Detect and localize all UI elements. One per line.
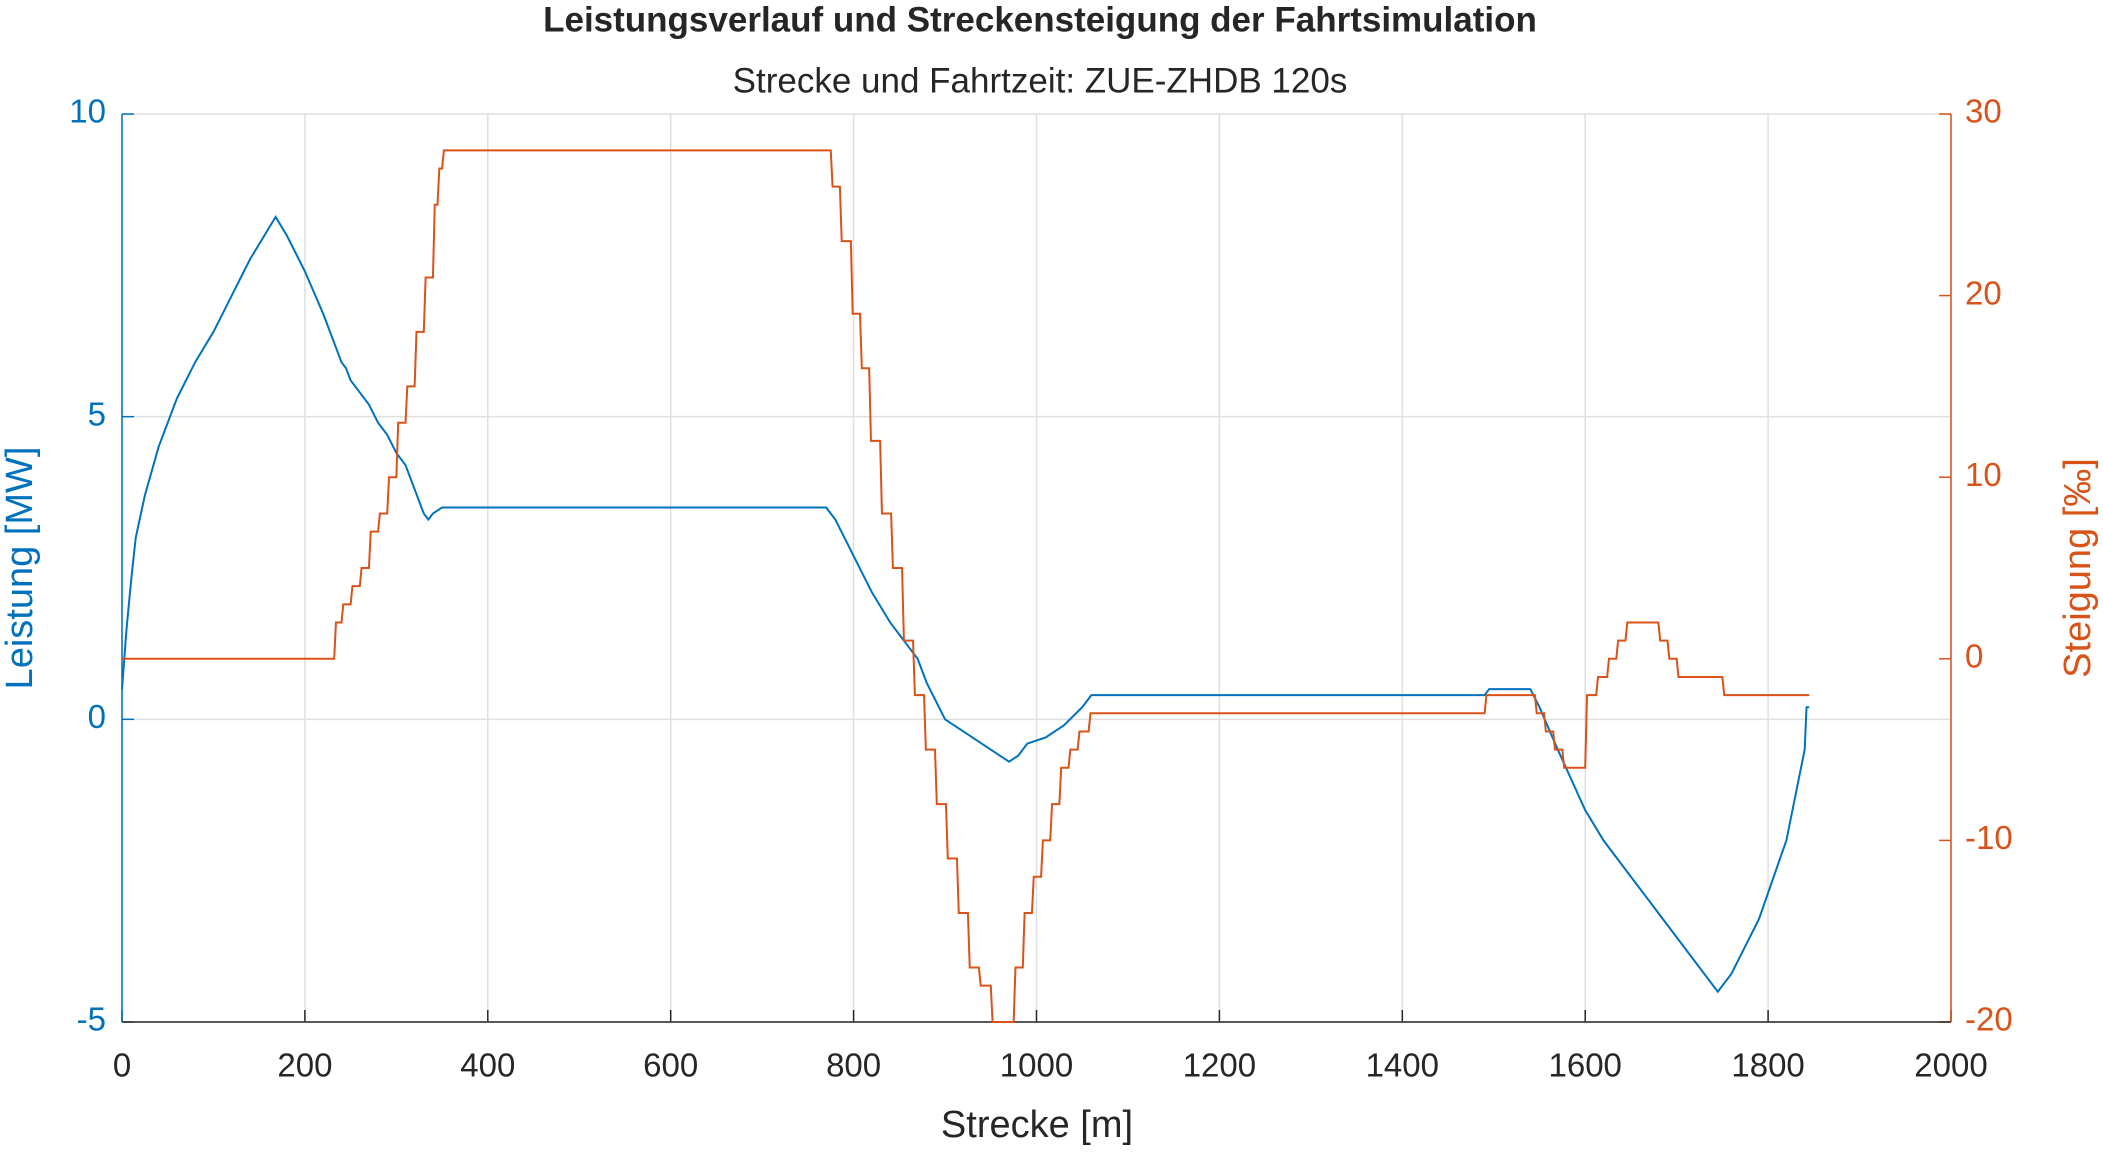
y-axis-label: Leistung [MW] [0, 447, 41, 690]
x-axis-label: Strecke [m] [941, 1104, 1133, 1146]
y2-tick-label: 20 [1965, 274, 2002, 311]
x-tick-label: 1000 [1000, 1047, 1073, 1084]
y2-tick-label: 0 [1965, 638, 1983, 675]
data-line [122, 149, 1810, 1023]
y-tick-label: 5 [88, 395, 106, 432]
x-tick-label: 1200 [1183, 1047, 1256, 1084]
chart-title: Leistungsverlauf und Streckensteigung de… [543, 0, 1537, 39]
y2-tick-label: 30 [1965, 93, 2002, 130]
y-tick-label: -5 [77, 1001, 106, 1038]
y-tick-label: 10 [69, 93, 106, 130]
y2-tick-label: -10 [1965, 819, 2013, 856]
x-tick-label: 0 [113, 1047, 131, 1084]
y2-axis-label: Steigung [‰] [2057, 458, 2099, 678]
chart-subtitle: Strecke und Fahrtzeit: ZUE-ZHDB 120s [733, 61, 1348, 100]
y2-tick-label: -20 [1965, 1001, 2013, 1038]
y2-tick-label: 10 [1965, 456, 2002, 493]
x-tick-label: 200 [277, 1047, 332, 1084]
data-line [121, 214, 1810, 994]
y-tick-label: 0 [88, 698, 106, 735]
x-tick-label: 2000 [1914, 1047, 1987, 1084]
x-tick-label: 600 [643, 1047, 698, 1084]
x-tick-label: 400 [460, 1047, 515, 1084]
x-tick-label: 1400 [1366, 1047, 1439, 1084]
x-tick-label: 800 [826, 1047, 881, 1084]
x-tick-label: 1600 [1548, 1047, 1621, 1084]
x-tick-label: 1800 [1731, 1047, 1804, 1084]
